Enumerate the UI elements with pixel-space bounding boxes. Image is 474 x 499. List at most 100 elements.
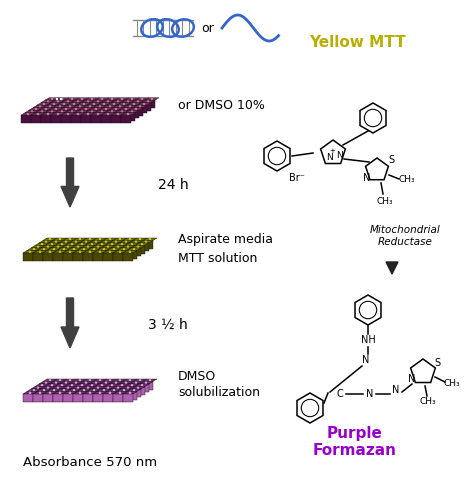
Polygon shape [61, 113, 75, 115]
Polygon shape [51, 246, 65, 248]
Polygon shape [47, 103, 61, 105]
Polygon shape [109, 384, 119, 392]
Polygon shape [47, 389, 61, 392]
Text: CH₃: CH₃ [377, 197, 393, 206]
Circle shape [136, 108, 137, 110]
Polygon shape [63, 105, 77, 108]
Polygon shape [31, 389, 41, 397]
Circle shape [103, 103, 105, 105]
Polygon shape [101, 389, 111, 397]
Polygon shape [119, 243, 129, 251]
Polygon shape [87, 105, 97, 113]
Polygon shape [57, 392, 67, 400]
Circle shape [113, 249, 115, 250]
Polygon shape [41, 100, 55, 103]
Polygon shape [123, 382, 133, 390]
Polygon shape [143, 382, 153, 390]
Text: N: N [366, 389, 374, 399]
Polygon shape [89, 108, 103, 110]
Circle shape [29, 392, 30, 393]
Circle shape [70, 251, 71, 252]
Circle shape [85, 382, 87, 383]
Polygon shape [71, 113, 85, 115]
Polygon shape [127, 248, 141, 250]
Polygon shape [51, 248, 61, 256]
Circle shape [90, 239, 91, 240]
Polygon shape [45, 384, 59, 387]
Polygon shape [123, 238, 137, 241]
Polygon shape [61, 389, 71, 397]
Polygon shape [37, 389, 51, 392]
Polygon shape [65, 243, 79, 246]
Polygon shape [131, 246, 145, 248]
Text: N: N [337, 151, 343, 160]
Circle shape [137, 101, 138, 102]
Circle shape [136, 382, 137, 383]
Polygon shape [97, 248, 111, 250]
Circle shape [111, 98, 112, 99]
Polygon shape [95, 243, 109, 246]
Circle shape [111, 111, 112, 112]
Polygon shape [41, 389, 51, 397]
Polygon shape [113, 394, 123, 402]
Polygon shape [95, 110, 109, 113]
Circle shape [119, 392, 120, 393]
Text: S: S [434, 358, 440, 368]
Polygon shape [133, 241, 143, 249]
Polygon shape [91, 115, 101, 123]
Polygon shape [89, 241, 103, 243]
Polygon shape [123, 108, 133, 116]
Circle shape [80, 392, 81, 393]
Polygon shape [117, 103, 131, 105]
Polygon shape [99, 241, 113, 243]
Text: Purple
Formazan: Purple Formazan [313, 426, 397, 458]
Polygon shape [57, 103, 71, 105]
Polygon shape [61, 248, 71, 256]
Circle shape [119, 106, 120, 107]
Polygon shape [39, 384, 49, 392]
Circle shape [91, 385, 92, 386]
Polygon shape [113, 238, 127, 241]
Circle shape [93, 103, 94, 105]
Polygon shape [75, 100, 85, 108]
Text: MTT solution: MTT solution [178, 251, 257, 264]
Circle shape [105, 241, 107, 243]
Polygon shape [103, 238, 117, 241]
Circle shape [83, 103, 84, 105]
Polygon shape [53, 105, 67, 108]
Polygon shape [111, 387, 125, 389]
Polygon shape [73, 253, 83, 261]
Polygon shape [35, 384, 49, 387]
Polygon shape [53, 379, 67, 382]
Circle shape [54, 390, 55, 391]
Polygon shape [109, 241, 123, 243]
Polygon shape [33, 105, 47, 108]
Polygon shape [79, 382, 93, 384]
Polygon shape [73, 238, 87, 241]
Text: N: N [408, 374, 416, 384]
Polygon shape [131, 389, 141, 397]
Polygon shape [69, 384, 79, 392]
Polygon shape [97, 103, 111, 105]
Polygon shape [135, 246, 145, 253]
Polygon shape [37, 250, 47, 258]
Polygon shape [27, 250, 37, 258]
Circle shape [59, 239, 61, 240]
Polygon shape [79, 110, 89, 118]
Polygon shape [71, 115, 81, 123]
Polygon shape [101, 115, 111, 123]
Polygon shape [105, 100, 115, 108]
Circle shape [70, 380, 71, 381]
Polygon shape [35, 113, 45, 121]
Polygon shape [53, 238, 67, 241]
Polygon shape [73, 105, 87, 108]
Polygon shape [115, 246, 125, 253]
Polygon shape [119, 384, 129, 392]
Circle shape [141, 244, 143, 245]
Polygon shape [103, 105, 117, 108]
Polygon shape [61, 387, 75, 389]
Polygon shape [47, 250, 57, 258]
FancyArrow shape [61, 158, 79, 207]
Polygon shape [97, 250, 107, 258]
Circle shape [44, 249, 45, 250]
